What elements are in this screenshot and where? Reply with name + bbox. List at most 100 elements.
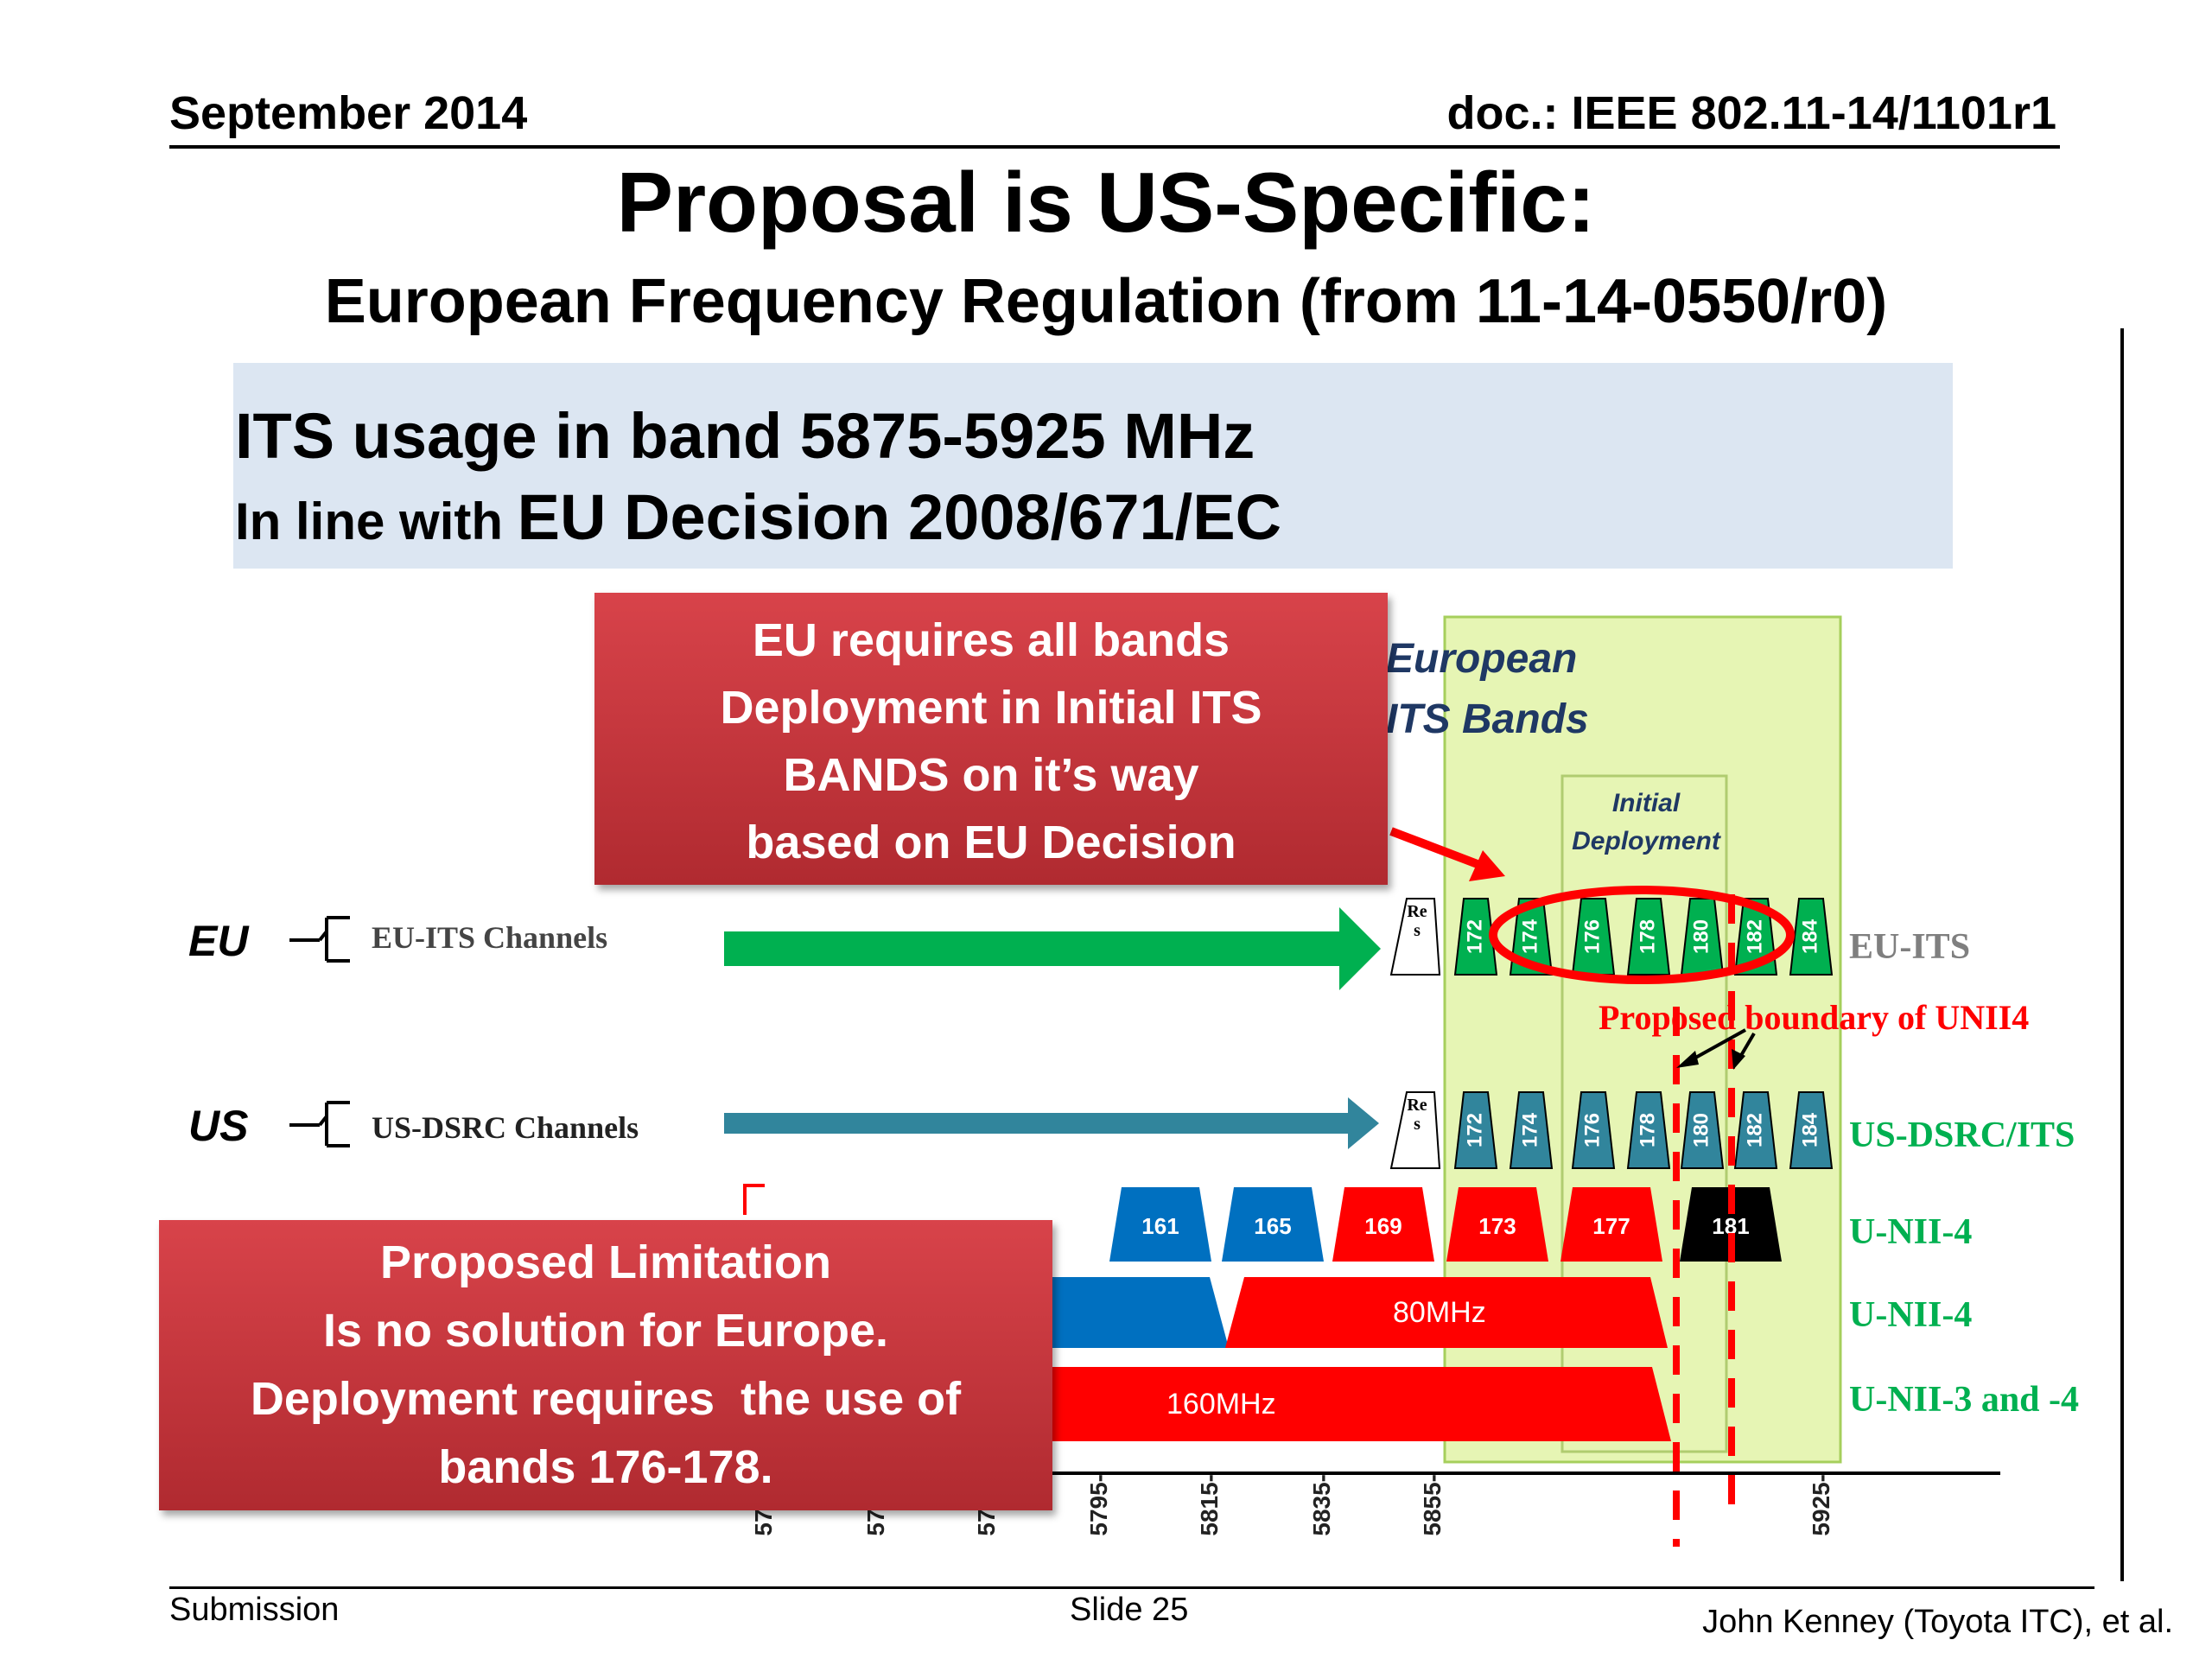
eu-channel-label-182: 182 xyxy=(1743,919,1766,954)
axis-tick-6: 5855- xyxy=(1419,1474,1446,1536)
eu-channel-label-178: 178 xyxy=(1636,919,1659,954)
slide-title: Proposal is US-Specific: xyxy=(616,155,1596,250)
eu-channel-group: 172 174 176 178 180 182 184 xyxy=(1453,898,1834,976)
its-banner: ITS usage in band 5875-5925 MHz In line … xyxy=(233,363,1953,569)
boundary-arrowhead-2 xyxy=(1732,1049,1745,1070)
unii-row-1-group: 161 165 169 173 177 181 xyxy=(1109,1187,1782,1262)
eu-brace xyxy=(289,916,350,963)
callout-pointer-arrow xyxy=(1389,827,1484,870)
initial-label-line-2: Deployment xyxy=(1572,827,1720,855)
us-channel-label-182: 182 xyxy=(1743,1113,1766,1147)
unii-row1-block-173 xyxy=(1446,1187,1548,1262)
unii-row2-blue-block xyxy=(1033,1277,1229,1348)
banner-line-2-prefix: In line with xyxy=(235,493,518,550)
footer-rule xyxy=(169,1586,2094,1589)
axis-tick-4: 5815- xyxy=(1196,1474,1223,1536)
us-channel-group: 172 174 176 178 180 182 184 xyxy=(1453,1091,1834,1169)
us-channel-label-180: 180 xyxy=(1689,1113,1713,1147)
unii-row3-label: U-NII-3 and -4 xyxy=(1849,1380,2080,1420)
banner-line-2-decision: EU Decision 2008/671/EC xyxy=(517,481,1282,553)
footer-slide-number: Slide 25 xyxy=(1070,1592,1189,1628)
callout-bottom-line-1: Proposed Limitation xyxy=(379,1236,832,1288)
unii-row1-block-181 xyxy=(1680,1187,1782,1262)
header-date: September 2014 xyxy=(169,87,528,139)
eu-channel-label-172: 172 xyxy=(1463,919,1486,954)
header-doc-id: doc.: IEEE 802.11-14/1101r1 xyxy=(1446,87,2056,139)
us-channels-label: US-DSRC Channels xyxy=(372,1110,639,1145)
callout-top-line-1: EU requires all bands xyxy=(752,614,1230,666)
footer-author: John Kenney (Toyota ITC), et al. xyxy=(1702,1604,2173,1640)
axis-tick-7: 5925- xyxy=(1808,1474,1834,1536)
callout-top-line-4: based on EU Decision xyxy=(746,817,1236,868)
us-channel-label-172: 172 xyxy=(1463,1113,1486,1147)
unii-row1-label: U-NII-4 xyxy=(1849,1212,1973,1252)
eu-channels-label: EU-ITS Channels xyxy=(372,920,608,955)
us-brace xyxy=(289,1101,350,1147)
eu-channel-label-174: 174 xyxy=(1518,918,1541,954)
us-arrow xyxy=(724,1097,1379,1149)
unii-row2-label: U-NII-4 xyxy=(1849,1295,1973,1335)
callout-top-line-3: BANDS on it’s way xyxy=(783,749,1199,801)
footer-submission: Submission xyxy=(169,1592,340,1628)
callout-bottom-line-3: Deployment requires the use of xyxy=(250,1373,962,1425)
eu-channel-184 xyxy=(1789,898,1834,976)
us-channel-label-184: 184 xyxy=(1798,1112,1821,1147)
axis-tick-3: 5795- xyxy=(1085,1474,1112,1536)
us-channel-176 xyxy=(1571,1091,1616,1169)
eu-channel-label-180: 180 xyxy=(1689,919,1713,954)
eu-channel-178 xyxy=(1626,898,1671,976)
right-border xyxy=(2120,328,2124,1581)
unii-row1-block-165 xyxy=(1222,1187,1324,1262)
eu-arrow xyxy=(724,907,1381,990)
us-channel-label-176: 176 xyxy=(1580,1113,1604,1147)
eu-res-box xyxy=(1389,898,1441,976)
us-channel-180 xyxy=(1680,1091,1725,1169)
banner-line-2: In line with EU Decision 2008/671/EC xyxy=(235,480,1281,554)
unii-row1-block-label-161: 161 xyxy=(1141,1213,1179,1239)
us-channel-184 xyxy=(1789,1091,1834,1169)
unii-row2-80mhz-block xyxy=(1225,1277,1668,1348)
eu-channel-172 xyxy=(1453,898,1498,976)
unii-row1-block-161 xyxy=(1109,1187,1211,1262)
us-channel-182 xyxy=(1733,1091,1778,1169)
us-channel-172 xyxy=(1453,1091,1498,1169)
us-res-box xyxy=(1389,1091,1441,1169)
initial-label-line-1: Initial xyxy=(1611,789,1681,817)
initial-deployment-ellipse xyxy=(1489,886,1795,984)
eu-its-right-label: EU-ITS xyxy=(1849,927,1971,967)
us-channel-label-174: 174 xyxy=(1518,1112,1541,1147)
unii-row2-80mhz-text: 80MHz xyxy=(1393,1296,1486,1329)
eu-region-label: EU xyxy=(188,917,249,965)
boundary-arrowhead-1 xyxy=(1676,1051,1699,1068)
european-its-bands-label: European ITS Bands xyxy=(1386,629,1589,750)
unii-row3-160mhz-block xyxy=(1033,1367,1671,1441)
us-region-label: US xyxy=(188,1102,249,1150)
callout-bottom-line-2: Is no solution for Europe. xyxy=(323,1305,888,1357)
eu-channel-176 xyxy=(1571,898,1616,976)
unii-row3-160mhz-text: 160MHz xyxy=(1166,1388,1276,1421)
eu-channel-label-176: 176 xyxy=(1580,919,1604,954)
callout-pointer-arrowhead xyxy=(1469,850,1505,881)
european-label-line-2: ITS Bands xyxy=(1386,696,1589,742)
callout-top-line-2: Deployment in Initial ITS xyxy=(720,682,1262,734)
us-channel-label-178: 178 xyxy=(1636,1113,1659,1147)
banner-line-1: ITS usage in band 5875-5925 MHz xyxy=(235,400,1255,472)
unii-row1-block-label-165: 165 xyxy=(1254,1213,1291,1239)
us-dsrc-right-label: US-DSRC/ITS xyxy=(1849,1116,2075,1155)
unii-row1-block-label-177: 177 xyxy=(1592,1213,1630,1239)
eu-channel-label-184: 184 xyxy=(1798,918,1821,954)
us-channel-178 xyxy=(1626,1091,1671,1169)
callout-proposed-limitation: Proposed Limitation Is no solution for E… xyxy=(159,1220,1052,1510)
proposed-boundary-label: Proposed boundary of UNII4 xyxy=(1599,998,2030,1037)
initial-deployment-area xyxy=(1560,774,1728,1453)
red-corner-mark xyxy=(743,1184,765,1215)
axis-tick-5: 5835- xyxy=(1308,1474,1335,1536)
european-label-line-1: European xyxy=(1386,636,1578,682)
us-channel-174 xyxy=(1509,1091,1554,1169)
unii-row1-block-label-169: 169 xyxy=(1364,1213,1402,1239)
us-res-label: Res xyxy=(1407,1096,1427,1134)
unii-row1-block-169 xyxy=(1332,1187,1434,1262)
initial-deployment-label: Initial Deployment xyxy=(1562,785,1730,861)
unii-row1-block-177 xyxy=(1560,1187,1662,1262)
